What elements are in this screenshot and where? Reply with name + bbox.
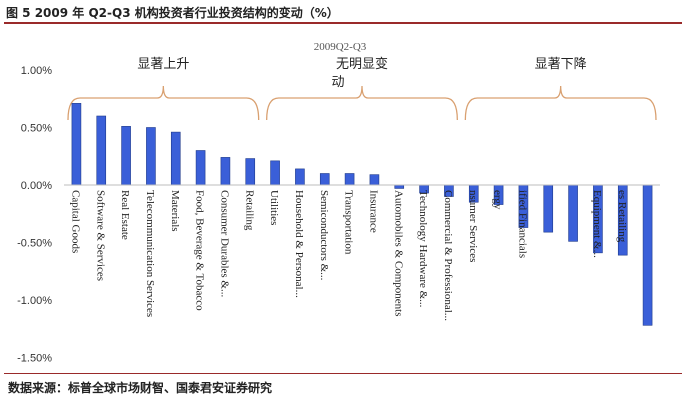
- x-tick-label: Utilities: [268, 190, 280, 225]
- x-tick-label: Materials: [169, 190, 181, 232]
- x-tick-label: Food, Beverage & Tobacco: [194, 190, 206, 311]
- y-tick-label: -1.00%: [17, 295, 52, 307]
- x-tick-label: Software & Services: [94, 190, 106, 281]
- group-bracket: [464, 85, 657, 121]
- x-tick-label: Equipment &...: [591, 190, 603, 258]
- chart-title: 2009Q2-Q3: [314, 41, 367, 53]
- y-tick-label: -0.50%: [17, 238, 52, 250]
- group-label: 显著上升: [137, 57, 189, 72]
- x-tick-label: nsumer Services: [467, 190, 479, 262]
- x-tick-label: Capital Goods: [69, 190, 81, 253]
- group-bracket: [266, 85, 458, 121]
- x-tick-label: Household & Personal...: [293, 190, 305, 298]
- bar-food-beverage-tobacco: [195, 150, 206, 186]
- bar-transportation: [344, 173, 355, 186]
- bar-pharmaceuticals: [642, 184, 653, 326]
- bar-real-estate: [121, 126, 131, 186]
- x-tick-label: Semiconductors &...: [318, 190, 330, 281]
- bar-automobiles-components: [394, 184, 405, 189]
- x-tick-label: es Retailing: [616, 190, 628, 243]
- x-tick-label: Automobiles & Components: [392, 190, 404, 317]
- x-tick-labels: Capital Goods Software & Services Real Est…: [69, 190, 627, 321]
- x-tick-label: Consumer Durables &...: [218, 190, 230, 297]
- x-tick-label: Commercial & Professional...: [442, 190, 454, 321]
- bars: [71, 103, 653, 326]
- bottom-rule: [4, 373, 682, 374]
- x-tick-label: Telecommunication Services: [144, 190, 156, 317]
- x-tick-label: Real Estate: [119, 190, 131, 240]
- bar-retailing: [245, 158, 256, 186]
- bar-household-personal: [295, 168, 305, 186]
- x-tick-label: Insurance: [367, 190, 379, 233]
- x-tick-label: ified Financials: [516, 190, 528, 258]
- group-label: 无明显变: [336, 56, 388, 72]
- bar-consumer-durables: [220, 157, 231, 186]
- y-tick-label: 1.00%: [21, 65, 52, 77]
- bar-semiconductors: [319, 173, 330, 186]
- group-label: 动: [331, 75, 344, 90]
- y-tick-label: 0.50%: [21, 123, 52, 135]
- bar-utilities: [270, 160, 280, 186]
- bar-insurance: [369, 174, 380, 186]
- bar-chart: 2009Q2-Q3 1.00% 0.50% 0.00% -0.50% -1.00% -1.…: [17, 41, 660, 365]
- group-bracket: [67, 85, 260, 121]
- bar-banks: [543, 184, 554, 233]
- bar-telecommunication-services: [146, 127, 156, 186]
- y-tick-label: -1.50%: [17, 353, 52, 365]
- x-tick-label: ergy: [492, 190, 504, 210]
- y-tick-label: 0.00%: [21, 180, 52, 192]
- bar-capital-goods: [71, 103, 82, 186]
- x-tick-label: Retailing: [243, 190, 255, 231]
- x-tick-label: Transportation: [343, 190, 355, 255]
- bar-materials: [170, 131, 181, 186]
- y-axis: 1.00% 0.50% 0.00% -0.50% -1.00% -1.50%: [17, 65, 52, 365]
- bar-media: [568, 184, 578, 242]
- figure-title: 图 5 2009 年 Q2-Q3 机构投资者行业投资结构的变动（%）: [6, 6, 339, 20]
- source-note: 数据来源：标普全球市场财智、国泰君安证券研究: [8, 381, 273, 395]
- top-rule: [4, 22, 682, 24]
- group-label: 显著下降: [535, 57, 587, 72]
- bar-software-services: [96, 115, 107, 186]
- x-tick-label: Technology Hardware &...: [417, 190, 429, 308]
